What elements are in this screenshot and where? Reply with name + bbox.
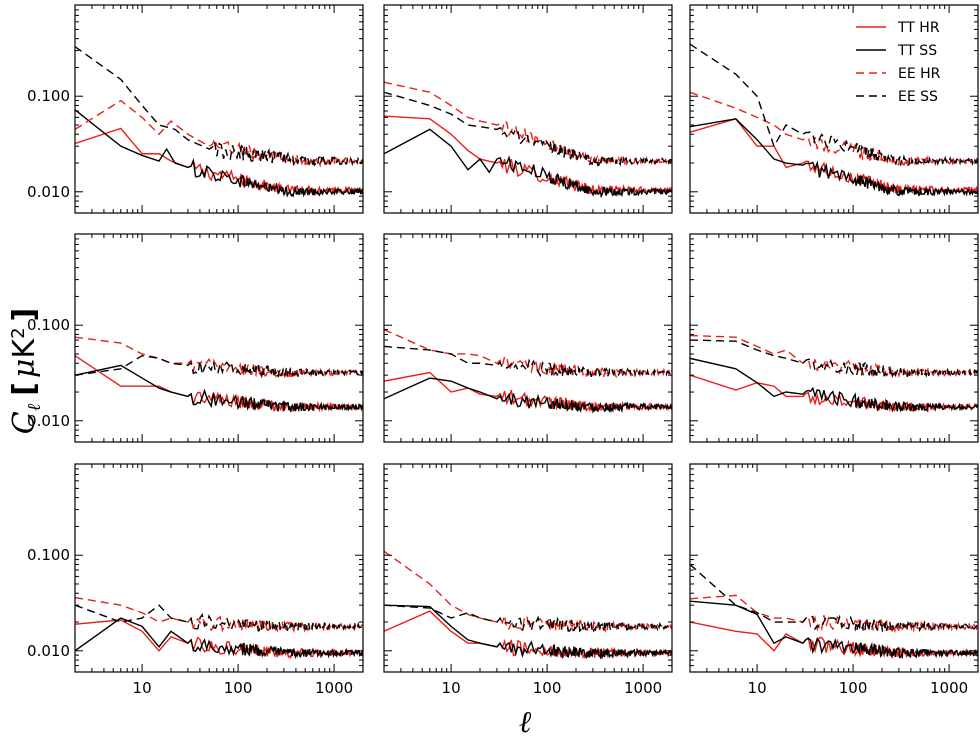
y-axis-label-bracket-close: ] bbox=[7, 308, 42, 322]
x-tick-label: 10 bbox=[748, 679, 767, 697]
series-ee-ss-line bbox=[384, 604, 672, 633]
y-tick-label: 0.100 bbox=[27, 87, 70, 105]
legend-entry: EE HR bbox=[856, 66, 941, 82]
panel-frame bbox=[74, 233, 364, 443]
plot-area bbox=[690, 563, 978, 660]
series-ee-hr-line bbox=[384, 550, 672, 634]
plot-area bbox=[384, 550, 672, 660]
panel-frame bbox=[689, 463, 979, 673]
x-tick-label: 100 bbox=[839, 679, 868, 697]
legend-entry: TT SS bbox=[856, 43, 937, 59]
panel-frame bbox=[689, 233, 979, 443]
panel-2-2 bbox=[383, 233, 673, 443]
panel-1-1: 0.010 0.100 bbox=[27, 4, 364, 214]
panel-frame bbox=[74, 463, 364, 673]
series-ee-ss-line bbox=[75, 354, 363, 379]
series-tt-ss-line bbox=[75, 364, 363, 413]
y-axis-label: Cℓ [ μK2] bbox=[7, 308, 45, 435]
y-axis-label-symbol: C bbox=[7, 411, 42, 434]
y-axis-label-mu: μ bbox=[7, 359, 42, 379]
series-tt-ss-line bbox=[690, 357, 978, 413]
panel-frame bbox=[383, 233, 673, 443]
series-ee-ss-line bbox=[690, 563, 978, 633]
y-axis-label-bracket-open: [ bbox=[7, 382, 42, 396]
panel-frame bbox=[689, 4, 979, 214]
legend-entry: EE SS bbox=[856, 89, 938, 105]
series-tt-hr-line bbox=[690, 118, 978, 195]
series-ee-hr-line bbox=[690, 91, 978, 167]
series-tt-hr-line bbox=[690, 374, 978, 413]
series-ee-ss-line bbox=[75, 604, 363, 634]
plot-area bbox=[690, 334, 978, 413]
plot-area bbox=[384, 328, 672, 414]
legend-label: EE HR bbox=[898, 66, 941, 82]
panel-frame bbox=[74, 4, 364, 214]
series-tt-ss-line bbox=[690, 118, 978, 197]
series-ee-hr-line bbox=[75, 99, 363, 168]
x-tick-label: 1000 bbox=[624, 679, 662, 697]
x-tick-label: 1000 bbox=[315, 679, 353, 697]
series-ee-ss-line bbox=[690, 339, 978, 378]
series-tt-ss-line bbox=[690, 600, 978, 660]
legend-label: EE SS bbox=[898, 89, 938, 105]
series-tt-ss-line bbox=[384, 604, 672, 660]
plot-area bbox=[75, 596, 363, 660]
y-tick-label: 0.010 bbox=[27, 412, 70, 430]
panel-3-3: 10 100 1000 bbox=[689, 463, 979, 697]
series-ee-hr-line bbox=[75, 596, 363, 634]
legend-label: TT SS bbox=[897, 43, 937, 59]
plot-area bbox=[75, 46, 363, 198]
y-axis-label-subscript: ℓ bbox=[24, 403, 45, 411]
series-tt-hr-line bbox=[75, 127, 363, 198]
y-tick-label: 0.010 bbox=[27, 183, 70, 201]
x-tick-label: 100 bbox=[224, 679, 253, 697]
panel-3-1: 0.010 0.100 10 100 1000 bbox=[27, 463, 364, 697]
plot-area bbox=[75, 336, 363, 413]
panel-1-2 bbox=[383, 4, 673, 214]
panel-1-3 bbox=[689, 4, 979, 214]
series-tt-ss-line bbox=[75, 617, 363, 660]
x-axis-label: ℓ bbox=[519, 705, 532, 740]
panel-2-3 bbox=[689, 233, 979, 443]
y-tick-label: 0.010 bbox=[27, 642, 70, 660]
x-tick-label: 1000 bbox=[930, 679, 968, 697]
series-ee-ss-line bbox=[690, 43, 978, 167]
x-tick-label: 10 bbox=[133, 679, 152, 697]
x-tick-label: 100 bbox=[533, 679, 562, 697]
x-tick-label: 10 bbox=[442, 679, 461, 697]
panel-frame bbox=[383, 4, 673, 214]
plot-area bbox=[690, 43, 978, 197]
legend-label: TT HR bbox=[897, 20, 940, 36]
series-tt-ss-line bbox=[75, 109, 363, 198]
panel-frame bbox=[383, 463, 673, 673]
y-axis-label-unit: K bbox=[7, 338, 42, 359]
series-ee-ss-line bbox=[384, 91, 672, 167]
y-tick-label: 0.100 bbox=[27, 316, 70, 334]
series-ee-hr-line bbox=[384, 81, 672, 167]
series-tt-hr-line bbox=[75, 355, 363, 413]
panel-2-1: 0.010 0.100 bbox=[27, 233, 364, 443]
series-tt-hr-line bbox=[384, 115, 672, 196]
series-ee-ss-line bbox=[75, 46, 363, 167]
y-tick-label: 0.100 bbox=[27, 546, 70, 564]
panel-3-2: 10 100 1000 bbox=[383, 463, 673, 697]
legend-entry: TT HR bbox=[856, 20, 940, 36]
series-ee-hr-line bbox=[384, 328, 672, 379]
series-tt-ss-line bbox=[384, 377, 672, 414]
series-ee-ss-line bbox=[384, 345, 672, 379]
series-tt-ss-line bbox=[384, 128, 672, 199]
y-axis-label-superscript: 2 bbox=[8, 327, 29, 338]
legend: TT HR TT SS EE HR EE SS bbox=[856, 20, 941, 105]
plot-area bbox=[384, 81, 672, 199]
